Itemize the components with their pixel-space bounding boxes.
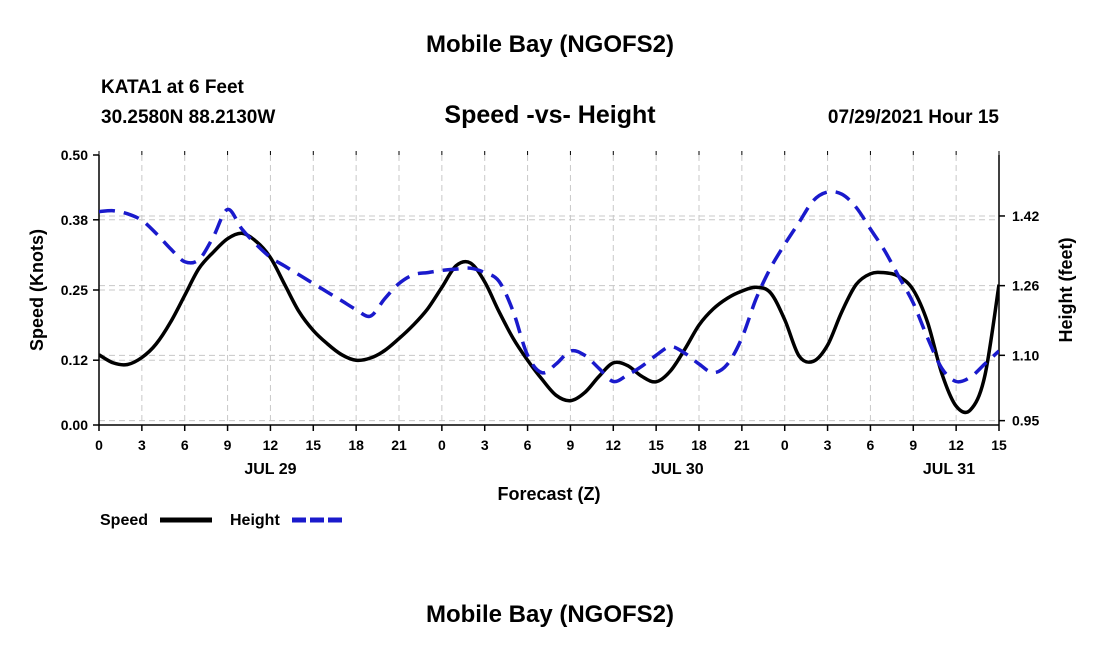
y-tick-label: 0.50: [61, 147, 88, 163]
x-tick-label: 0: [781, 437, 789, 453]
y-tick-label: 0.25: [61, 282, 88, 298]
legend-label-height: Height: [230, 512, 280, 529]
x-tick-label: 15: [648, 437, 664, 453]
x-tick-label: 6: [181, 437, 189, 453]
x-tick-label: 21: [391, 437, 407, 453]
x-axis-title: Forecast (Z): [497, 484, 600, 504]
issued-time: 07/29/2021 Hour 15: [827, 107, 999, 128]
x-tick-label: 6: [867, 437, 875, 453]
y2-tick-label: 0.95: [1012, 413, 1039, 429]
x-tick-label: 0: [438, 437, 446, 453]
chart-subtitle: Speed -vs- Height: [444, 101, 656, 129]
x-tick-label: 9: [567, 437, 575, 453]
x-tick-label: 9: [224, 437, 232, 453]
x-tick-label: 12: [605, 437, 621, 453]
x-tick-label: 18: [348, 437, 364, 453]
legend-label-speed: Speed: [100, 512, 148, 529]
x-tick-label: 21: [734, 437, 750, 453]
x-tick-label: 3: [138, 437, 146, 453]
series-line-speed: [99, 231, 999, 415]
x-tick-label: 3: [824, 437, 832, 453]
station-coordinates: 30.2580N 88.2130W: [101, 107, 276, 128]
y-tick-label: 0.00: [61, 417, 88, 433]
y2-tick-label: 1.42: [1012, 208, 1039, 224]
x-tick-label: 18: [691, 437, 707, 453]
x-tick-label: 15: [305, 437, 321, 453]
x-tick-label: 12: [263, 437, 279, 453]
date-label: JUL 31: [923, 461, 975, 478]
date-label: JUL 29: [244, 461, 296, 478]
date-label: JUL 30: [651, 461, 703, 478]
x-tick-label: 6: [524, 437, 532, 453]
y2-tick-label: 1.10: [1012, 347, 1039, 363]
series-line-height: [99, 189, 999, 384]
x-tick-label: 9: [909, 437, 917, 453]
y2-tick-label: 1.26: [1012, 278, 1039, 294]
y-axis-title: Speed (Knots): [27, 229, 47, 351]
x-tick-label: 15: [991, 437, 1007, 453]
x-tick-label: 0: [95, 437, 103, 453]
y-tick-label: 0.12: [61, 352, 88, 368]
footer-title: Mobile Bay (NGOFS2): [425, 601, 675, 628]
x-tick-label: 12: [948, 437, 964, 453]
chart-title: Mobile Bay (NGOFS2): [425, 31, 675, 58]
x-tick-label: 3: [481, 437, 489, 453]
y-tick-label: 0.38: [61, 212, 88, 228]
y2-axis-title: Height (feet): [1056, 238, 1076, 343]
station-name: KATA1 at 6 Feet: [101, 77, 244, 98]
